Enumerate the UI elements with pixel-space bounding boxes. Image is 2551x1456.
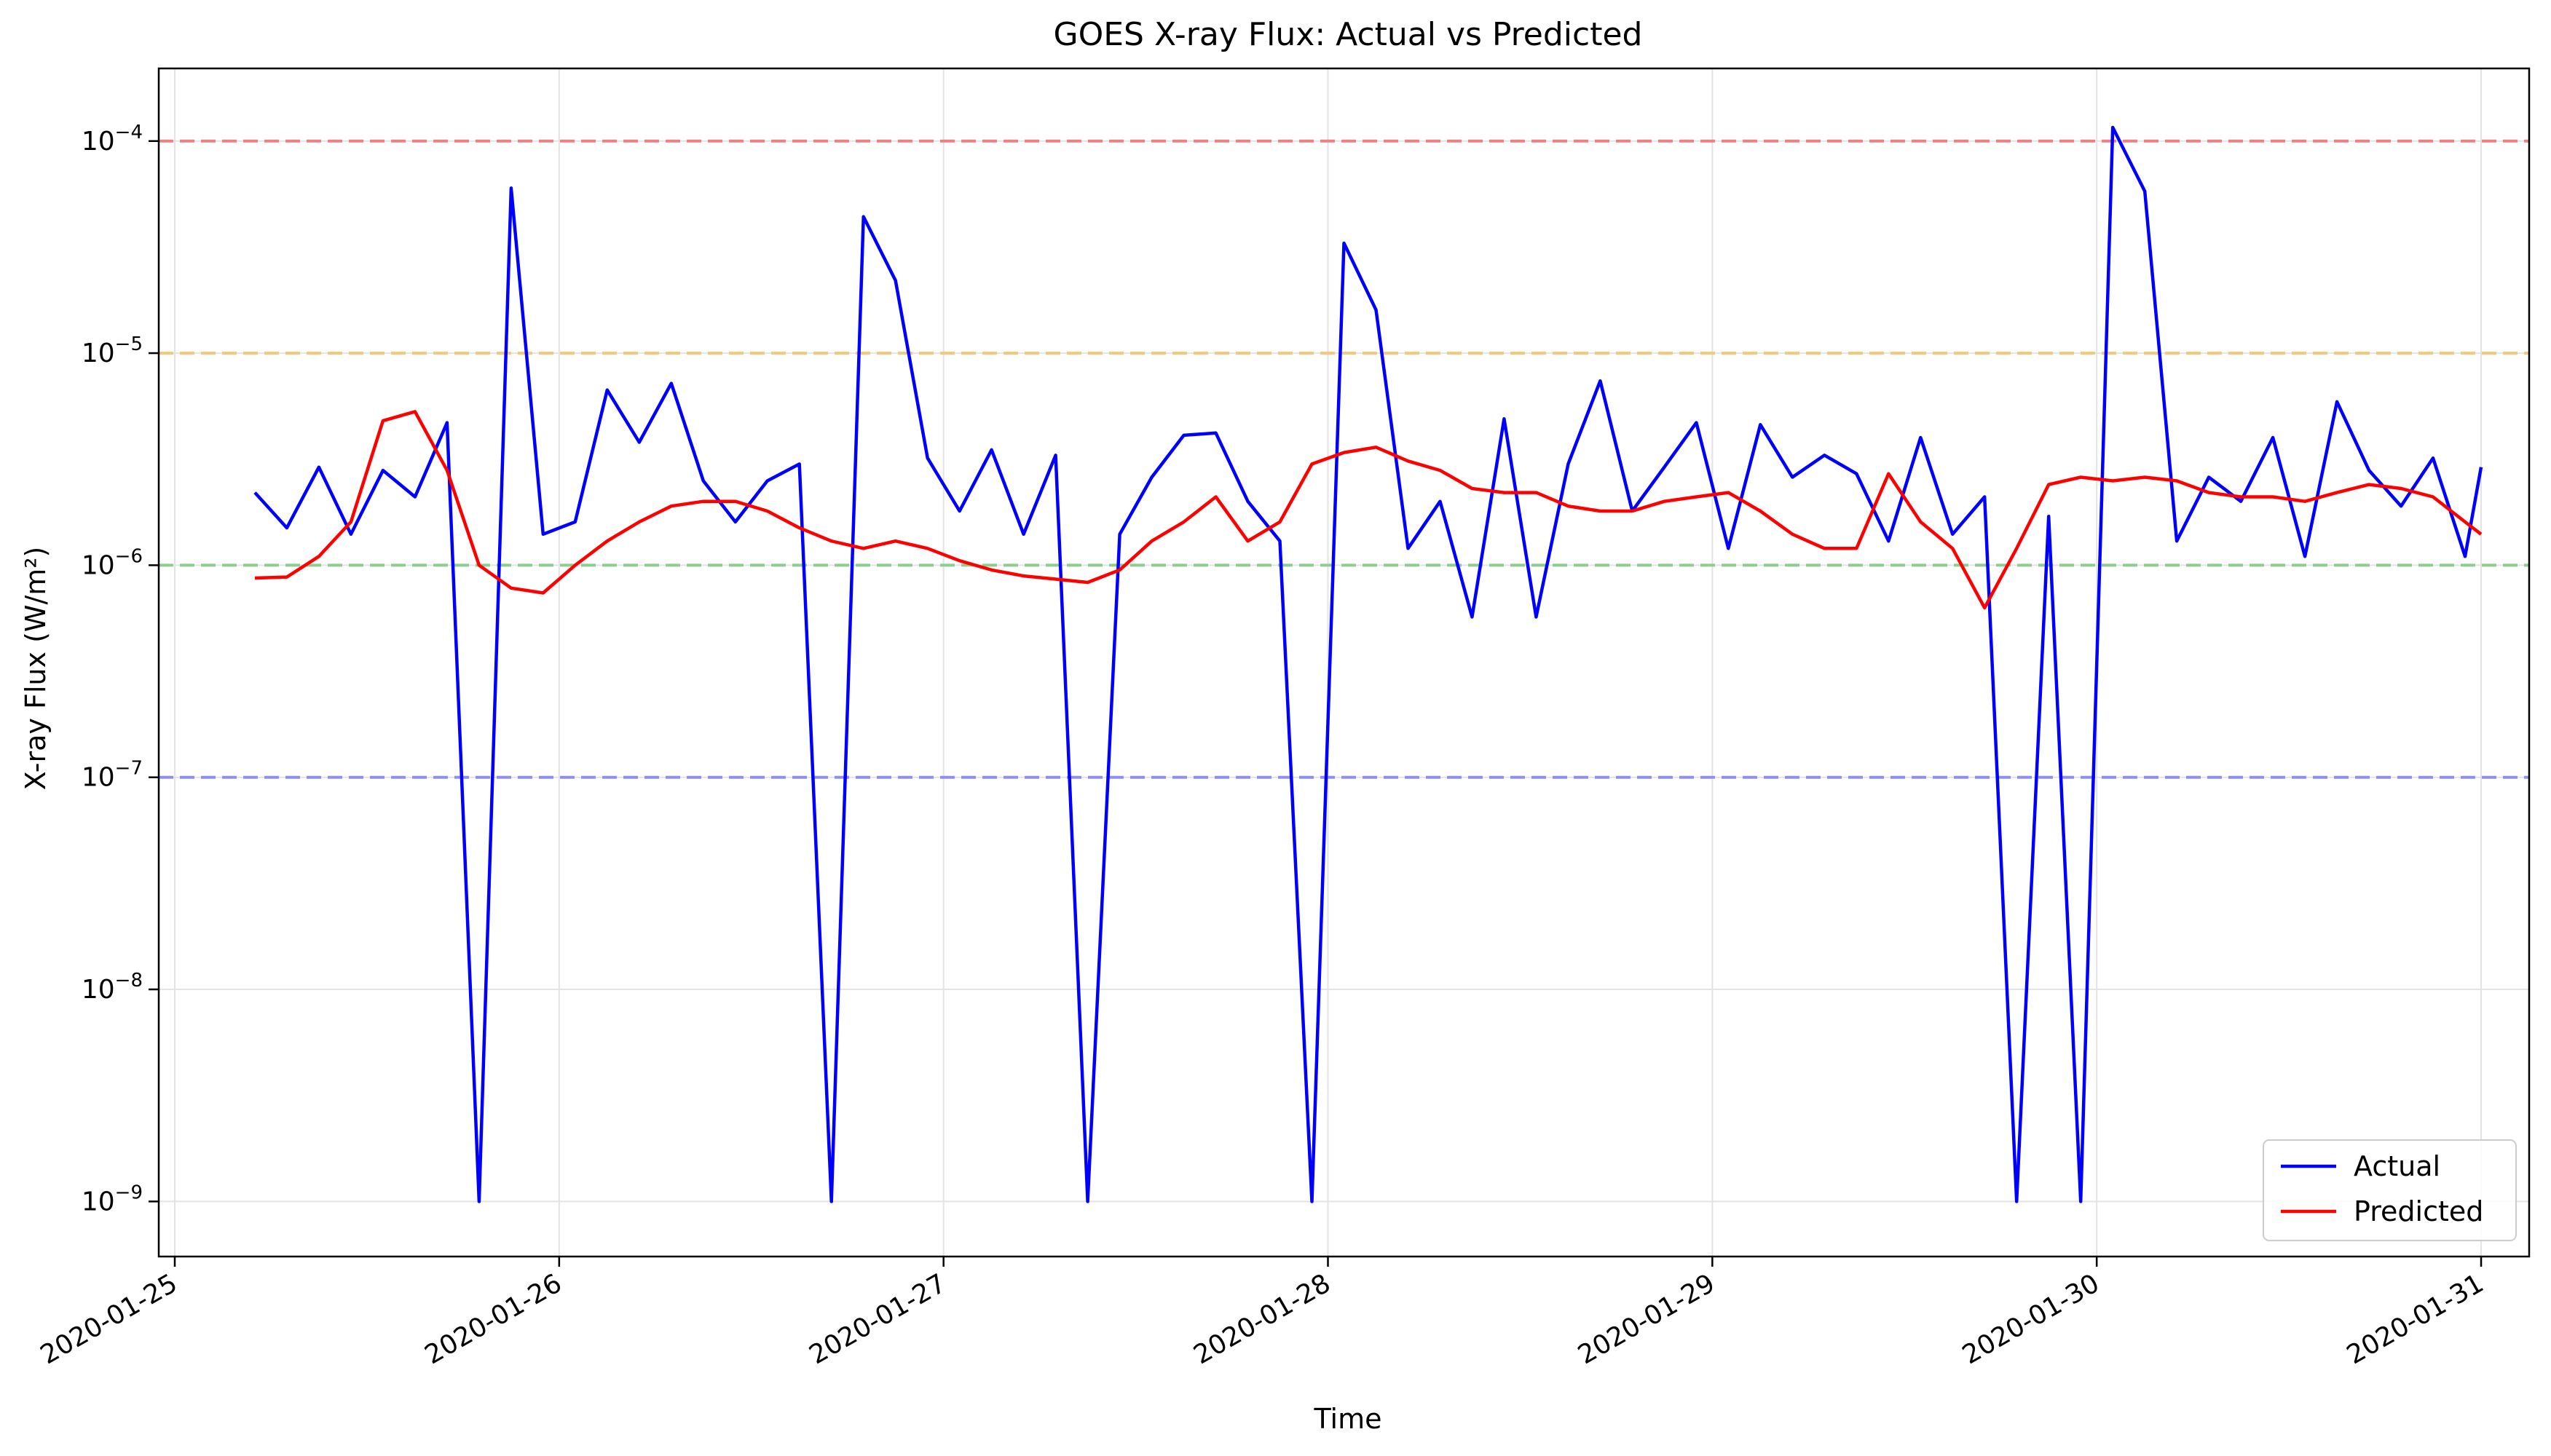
y-tick-label: 10−4 xyxy=(82,122,143,157)
reference-lines xyxy=(159,139,2529,779)
x-axis-label: Time xyxy=(1314,1403,1382,1435)
y-tick-label: 10−6 xyxy=(82,545,143,580)
series-line-actual xyxy=(253,125,2483,1203)
series-layer xyxy=(253,125,2483,1203)
chart-title: GOES X-ray Flux: Actual vs Predicted xyxy=(1054,16,1643,53)
legend-label: Actual xyxy=(2354,1150,2440,1182)
y-axis-ticks: 10−9 10−8 10−7 10−6 10−5 10−4 xyxy=(82,122,159,1216)
y-tick-label: 10−5 xyxy=(82,333,143,368)
y-tick-label: 10−8 xyxy=(82,970,143,1005)
series-line-predicted xyxy=(254,410,2483,610)
plot-frame xyxy=(157,67,2531,1258)
y-tick-label: 10−9 xyxy=(82,1182,143,1216)
y-axis-label: X-ray Flux (W/m²) xyxy=(20,547,52,791)
legend-label: Predicted xyxy=(2354,1195,2483,1227)
legend: Actual Predicted xyxy=(2263,1139,2517,1241)
y-tick-label: 10−7 xyxy=(82,758,143,793)
